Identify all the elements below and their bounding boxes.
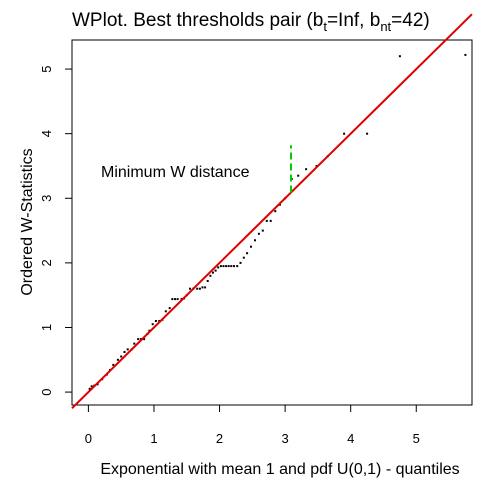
data-point xyxy=(154,320,157,322)
x-tick-label: 4 xyxy=(347,431,354,446)
y-axis-label: Ordered W-Statistics xyxy=(19,148,36,295)
x-tick-label: 3 xyxy=(281,431,288,446)
min-distance-annotation: Minimum W distance xyxy=(101,164,250,181)
x-axis-label: Exponential with mean 1 and pdf U(0,1) -… xyxy=(100,461,459,478)
y-axis: 0 1 2 3 4 5 xyxy=(39,65,73,396)
data-point xyxy=(464,53,467,56)
data-point xyxy=(222,265,225,268)
data-point xyxy=(120,355,123,358)
data-point xyxy=(269,219,272,222)
data-point xyxy=(116,358,119,361)
data-point xyxy=(171,298,174,301)
data-point xyxy=(219,265,222,268)
x-tick-label: 5 xyxy=(413,431,420,446)
data-point xyxy=(123,351,126,353)
data-point xyxy=(242,256,245,259)
data-point xyxy=(133,342,136,345)
data-point xyxy=(189,287,191,290)
data-point xyxy=(254,239,256,242)
svg-text:WPlot. Best thresholds pair (b: WPlot. Best thresholds pair (bt=Inf, bnt… xyxy=(72,10,430,34)
data-point xyxy=(250,245,252,248)
data-point xyxy=(112,363,115,366)
x-tick-label: 0 xyxy=(85,431,92,446)
title-end: =42) xyxy=(391,10,430,31)
data-point xyxy=(143,338,146,341)
data-point xyxy=(196,287,199,290)
title-subscript-nt: nt xyxy=(380,19,391,34)
data-point xyxy=(297,174,300,177)
data-point xyxy=(88,387,91,390)
y-tick-label: 0 xyxy=(39,388,54,395)
data-point xyxy=(168,307,171,310)
data-point xyxy=(198,287,201,290)
data-point xyxy=(239,261,242,264)
data-point xyxy=(230,265,233,268)
data-point xyxy=(246,252,249,255)
chart-title: WPlot. Best thresholds pair (bt=Inf, bnt… xyxy=(72,10,430,34)
y-tick-label: 3 xyxy=(39,195,54,202)
data-point xyxy=(261,229,264,232)
x-axis: 0 1 2 3 4 5 xyxy=(85,404,420,446)
data-point xyxy=(174,298,176,301)
title-subscript-t: t xyxy=(323,19,327,34)
data-point xyxy=(398,55,401,58)
data-point xyxy=(206,280,209,282)
reference-line xyxy=(71,13,473,409)
x-tick-label: 1 xyxy=(150,431,157,446)
data-point xyxy=(217,266,220,269)
data-point xyxy=(204,286,207,289)
title-mid: =Inf, b xyxy=(327,10,380,31)
y-tick-label: 1 xyxy=(39,324,54,331)
x-tick-label: 2 xyxy=(216,431,223,446)
data-point xyxy=(343,132,346,135)
data-point xyxy=(214,269,217,272)
data-point xyxy=(257,232,260,235)
data-point xyxy=(227,265,230,268)
y-tick-label: 5 xyxy=(39,65,54,72)
data-point xyxy=(176,298,179,301)
data-point xyxy=(151,323,154,326)
data-point xyxy=(366,132,369,135)
data-point xyxy=(209,274,212,277)
data-point xyxy=(90,385,93,388)
data-point xyxy=(265,219,268,222)
data-point xyxy=(137,338,140,341)
data-points xyxy=(88,53,467,390)
data-point xyxy=(233,265,235,268)
data-point xyxy=(212,271,214,274)
y-tick-label: 4 xyxy=(39,130,54,137)
y-tick-label: 2 xyxy=(39,259,54,266)
data-point xyxy=(305,168,308,171)
title-main: WPlot. Best thresholds pair (b xyxy=(72,10,323,31)
data-point xyxy=(274,210,277,213)
data-point xyxy=(126,348,129,351)
data-point xyxy=(236,265,239,268)
data-point xyxy=(164,310,167,313)
reference-line-group xyxy=(71,13,473,409)
data-point xyxy=(225,265,228,268)
data-point xyxy=(201,286,204,289)
